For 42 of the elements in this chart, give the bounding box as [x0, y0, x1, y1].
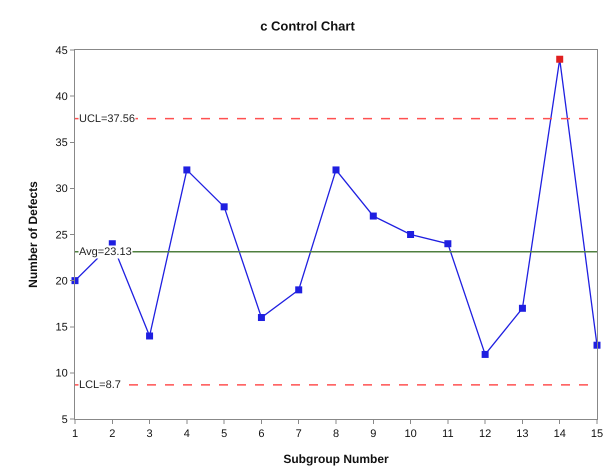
x-axis-title: Subgroup Number	[283, 452, 389, 466]
point	[146, 332, 154, 340]
y-tick-label: 45	[56, 44, 68, 57]
x-tick-label: 11	[442, 428, 454, 440]
x-tick-label: 9	[370, 428, 376, 440]
y-axis-title: Number of Defects	[26, 180, 40, 288]
ref-line-label: UCL=37.56	[79, 113, 135, 125]
point	[183, 166, 190, 174]
point	[220, 203, 228, 210]
point	[407, 231, 414, 238]
x-tick-label: 12	[479, 428, 492, 440]
y-tick-label: 15	[56, 322, 68, 334]
point	[295, 286, 302, 294]
y-tick-label: 20	[56, 275, 68, 288]
x-tick-label: 15	[590, 428, 604, 440]
x-tick-label: 8	[332, 428, 340, 440]
y-tick-label: 5	[62, 414, 68, 426]
x-tick-label: 6	[258, 428, 264, 440]
point	[518, 304, 526, 312]
ref-line-label: Avg=23.13	[79, 246, 132, 258]
y-tick-label: 10	[56, 368, 68, 380]
x-tick-label: 4	[184, 428, 190, 440]
x-tick-label: 10	[404, 428, 417, 440]
point	[370, 212, 377, 220]
chart-title: c Control Chart	[260, 18, 356, 34]
y-tick-label: 35	[56, 137, 68, 150]
x-tick-label: 1	[72, 428, 78, 440]
point	[444, 240, 452, 248]
x-tick-label: 5	[221, 428, 228, 440]
point	[482, 350, 489, 358]
x-tick-label: 7	[296, 428, 302, 440]
ref-line-label: LCL=8.7	[79, 379, 121, 391]
y-tick-label: 40	[56, 90, 68, 103]
x-tick-label: 13	[516, 428, 529, 440]
x-tick-label: 2	[109, 428, 116, 440]
x-tick-label: 3	[146, 428, 153, 440]
x-tick-label: 14	[554, 428, 566, 440]
y-tick-label: 25	[56, 229, 68, 242]
y-tick-label: 30	[56, 183, 68, 196]
point	[556, 56, 564, 63]
point	[332, 166, 340, 174]
point	[258, 314, 265, 322]
